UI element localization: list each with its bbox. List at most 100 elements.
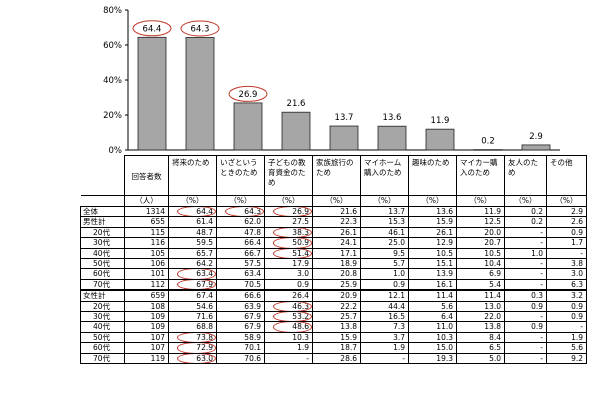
table-row: 60代 101 63.4 63.4 3.0 20.8 1.0 13.9 6.9-3.0	[80, 268, 587, 280]
row-value: 26.1	[312, 226, 361, 239]
row-value: 0.2	[504, 205, 547, 218]
row-value: 0.3	[504, 289, 547, 302]
row-value: 64.2	[168, 258, 217, 270]
row-value: 20.8	[312, 268, 361, 280]
row-value: -	[504, 342, 547, 354]
row-value: 16.1	[408, 278, 457, 291]
bar-value-label: 13.7	[335, 113, 354, 123]
row-value: 11.4	[408, 289, 457, 302]
row-value: 26.1	[408, 226, 457, 239]
row-value: 0.9	[504, 300, 547, 313]
header-count: 回答者数	[124, 155, 169, 196]
row-value: 0.9	[546, 311, 587, 323]
row-value: 3.0	[264, 268, 313, 280]
bar-highlight-circle	[132, 20, 172, 37]
bar-3	[281, 111, 311, 151]
bar-value-label: 21.6	[287, 99, 306, 109]
unit-pct: （%）	[504, 195, 547, 207]
row-label: 30代	[80, 311, 125, 323]
row-value: 6.4	[408, 311, 457, 323]
row-value: 0.9	[504, 321, 547, 333]
row-label: 30代	[80, 237, 125, 249]
row-value: 20.9	[312, 289, 361, 302]
row-value: 18.9	[312, 258, 361, 270]
bar-chart: 0% 20% 40% 60% 80% 64.4 64.3 26.9 21.6 13.7 13.6 1…	[103, 6, 560, 156]
row-value: 12.1	[360, 289, 409, 302]
row-value: 26.4	[264, 289, 313, 302]
header-blank	[80, 155, 125, 196]
table-row: 50代 107 73.8 58.9 10.3 15.9 3.7 10.3 8.4-1.9	[80, 331, 587, 344]
row-count: 101	[124, 268, 169, 280]
unit-pct: （%）	[546, 195, 587, 207]
row-value: 65.7	[168, 247, 217, 260]
bar-value-label: 13.6	[383, 113, 402, 123]
row-value: 11.0	[408, 321, 457, 333]
row-value: 63.9	[216, 300, 265, 313]
bar-4	[329, 125, 359, 151]
row-value: 26.9	[264, 205, 313, 218]
row-value: 66.7	[216, 247, 265, 260]
row-value: 20.7	[456, 237, 505, 249]
row-value: 5.0	[456, 352, 505, 365]
row-value: 15.1	[408, 258, 457, 270]
row-value: 61.4	[168, 216, 217, 228]
y-tick-label: 80%	[103, 6, 122, 16]
row-label: 70代	[80, 352, 125, 365]
unit-pct: （%）	[360, 195, 409, 207]
row-value: 70.5	[216, 278, 265, 291]
row-value: -	[504, 331, 547, 344]
row-value: 70.6	[216, 352, 265, 365]
row-value: 0.2	[504, 216, 547, 228]
bar-highlight-circle	[180, 20, 220, 37]
row-value: 67.9	[216, 311, 265, 323]
header-col-7: 友人のため	[504, 155, 547, 196]
bar-6	[425, 128, 455, 151]
bar-2	[233, 102, 263, 151]
row-value: 0.9	[264, 278, 313, 291]
row-value: 12.9	[408, 237, 457, 249]
row-value: 5.7	[360, 258, 409, 270]
row-value: 10.3	[264, 331, 313, 344]
row-label: 男性計	[80, 216, 125, 228]
header-col-6: マイカー購入のため	[456, 155, 505, 196]
row-value: 1.0	[360, 268, 409, 280]
header-col-0: 将来のため	[168, 155, 217, 196]
bar-value-label: 64.3	[191, 24, 210, 34]
row-value: 71.6	[168, 311, 217, 323]
row-value: 22.2	[312, 300, 361, 313]
bar-value-labels: 64.4 64.3 26.9 21.6 13.7 13.6 11.9 0.2 2.9	[132, 20, 543, 147]
row-value: 19.3	[408, 352, 457, 365]
row-value: -	[360, 352, 409, 365]
header-col-3: 家族旅行のため	[312, 155, 361, 196]
bar-5	[377, 125, 407, 151]
bar-value-label: 11.9	[431, 116, 450, 126]
header-col-2: 子どもの教育資金のため	[264, 155, 313, 196]
row-value: -	[546, 247, 587, 260]
table-row: 40代 109 68.8 67.9 48.6 13.8 7.3 11.0 13.8 0.9-	[80, 321, 587, 333]
header-col-4: マイホーム購入のため	[360, 155, 409, 196]
row-value: 70.1	[216, 342, 265, 354]
bar-0	[137, 36, 167, 151]
row-count: 112	[124, 278, 169, 291]
y-tick-label: 20%	[103, 111, 122, 121]
row-value: 44.4	[360, 300, 409, 313]
row-value: 13.7	[360, 205, 409, 218]
row-value: 3.8	[546, 258, 587, 270]
row-value: 10.5	[408, 247, 457, 260]
row-value: 0.9	[546, 300, 587, 313]
row-value: 9.2	[546, 352, 587, 365]
row-count: 107	[124, 331, 169, 344]
table-row: 女性計 659 67.4 66.6 26.4 20.9 12.1 11.4 11.4 0.3 3.2	[80, 289, 587, 302]
row-value: 27.5	[264, 216, 313, 228]
row-label: 20代	[80, 226, 125, 239]
row-value: 54.6	[168, 300, 217, 313]
row-value: 53.2	[264, 311, 313, 323]
row-label: 50代	[80, 258, 125, 270]
row-value: 64.3	[216, 205, 265, 218]
row-value: 73.8	[168, 331, 217, 344]
row-value: 63.0	[168, 352, 217, 365]
row-label: 60代	[80, 268, 125, 280]
row-value: 16.5	[360, 311, 409, 323]
row-value: 6.9	[456, 268, 505, 280]
row-value: 1.9	[360, 342, 409, 354]
